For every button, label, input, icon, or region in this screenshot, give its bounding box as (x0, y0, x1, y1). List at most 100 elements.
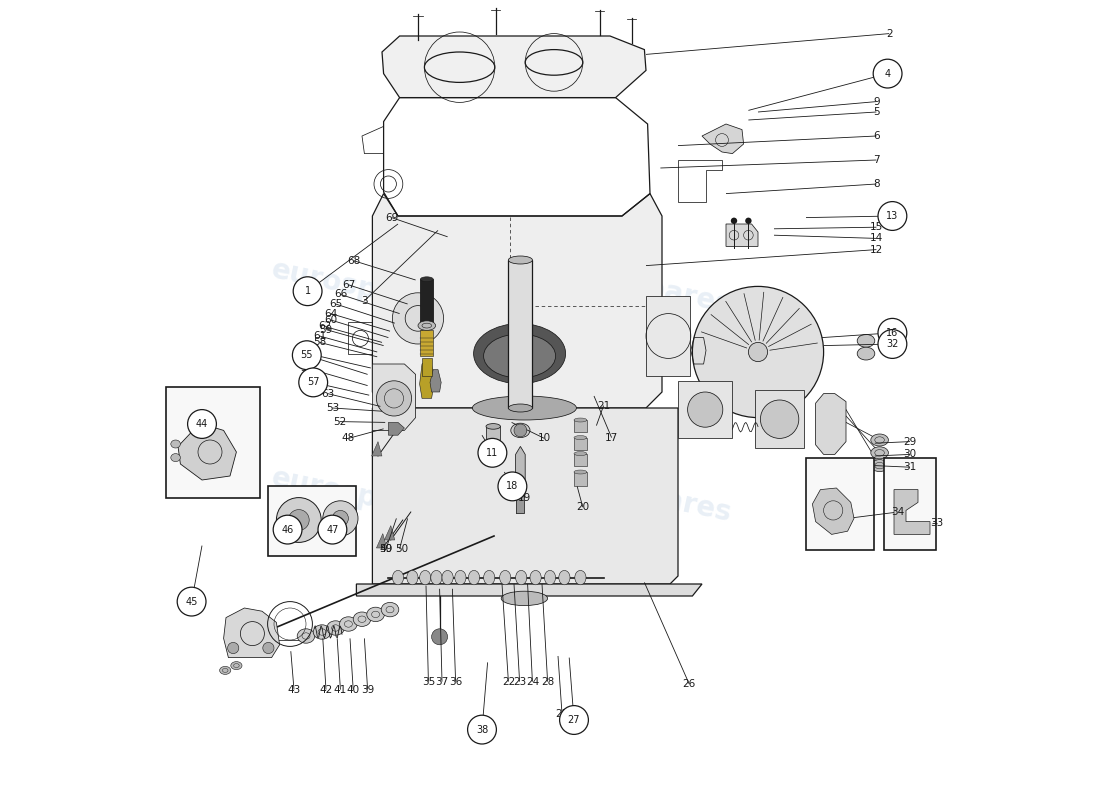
Text: 28: 28 (541, 677, 554, 686)
Circle shape (376, 381, 411, 416)
Circle shape (263, 642, 274, 654)
Ellipse shape (474, 323, 565, 383)
Text: 39: 39 (361, 685, 374, 694)
Ellipse shape (469, 570, 480, 585)
Circle shape (878, 318, 906, 347)
Ellipse shape (499, 570, 510, 585)
Text: 3: 3 (361, 296, 367, 306)
Polygon shape (726, 224, 758, 246)
Text: 4: 4 (884, 69, 891, 78)
Text: 44: 44 (196, 419, 208, 429)
Text: 50: 50 (395, 544, 408, 554)
Circle shape (288, 510, 309, 530)
Ellipse shape (454, 570, 466, 585)
Text: eurospares: eurospares (270, 464, 447, 528)
Bar (806, 458, 874, 550)
Text: 16: 16 (887, 328, 899, 338)
Text: 49: 49 (379, 544, 393, 554)
Ellipse shape (442, 570, 453, 585)
Text: 43: 43 (287, 685, 300, 694)
Text: 57: 57 (307, 378, 319, 387)
Ellipse shape (340, 617, 358, 631)
Polygon shape (372, 442, 382, 456)
Circle shape (878, 202, 906, 230)
Polygon shape (516, 480, 525, 514)
Ellipse shape (419, 570, 431, 585)
Polygon shape (373, 194, 662, 408)
Text: 29: 29 (903, 437, 916, 446)
Bar (420, 330, 433, 356)
Text: 50: 50 (379, 544, 393, 554)
Text: 42: 42 (319, 685, 332, 694)
Circle shape (514, 424, 527, 437)
Text: 55: 55 (300, 350, 313, 360)
Circle shape (318, 515, 346, 544)
Ellipse shape (871, 446, 889, 459)
Circle shape (273, 515, 303, 544)
Circle shape (276, 498, 321, 542)
Text: 18: 18 (506, 482, 518, 491)
Ellipse shape (510, 423, 530, 438)
Text: eurospares: eurospares (557, 256, 735, 320)
Text: 22: 22 (502, 677, 515, 686)
Text: 31: 31 (903, 462, 916, 472)
Bar (349, 322, 373, 354)
Ellipse shape (314, 625, 331, 639)
Ellipse shape (857, 334, 874, 347)
Circle shape (322, 501, 358, 536)
Ellipse shape (297, 629, 315, 643)
Bar (574, 420, 586, 432)
Text: 34: 34 (891, 507, 904, 517)
Circle shape (498, 472, 527, 501)
Polygon shape (430, 370, 441, 392)
Ellipse shape (530, 570, 541, 585)
Text: 24: 24 (526, 677, 539, 686)
Text: 12: 12 (870, 245, 883, 254)
Text: 17: 17 (605, 433, 618, 442)
Text: 27: 27 (568, 715, 581, 725)
Ellipse shape (574, 470, 586, 474)
Ellipse shape (574, 451, 586, 456)
Polygon shape (388, 422, 405, 435)
Text: 52: 52 (333, 417, 346, 426)
Ellipse shape (220, 666, 231, 674)
Ellipse shape (382, 602, 399, 617)
Text: 68: 68 (348, 256, 361, 266)
Polygon shape (815, 394, 846, 454)
Polygon shape (419, 360, 435, 398)
Text: 19: 19 (518, 493, 531, 502)
Polygon shape (356, 584, 702, 596)
Text: 26: 26 (683, 679, 696, 689)
Circle shape (393, 293, 443, 344)
Circle shape (730, 218, 737, 224)
Text: 48: 48 (342, 434, 355, 443)
Text: 46: 46 (282, 525, 294, 534)
Circle shape (294, 277, 322, 306)
Polygon shape (516, 446, 525, 486)
Text: 33: 33 (931, 518, 944, 528)
Polygon shape (382, 36, 646, 98)
Text: 53: 53 (326, 403, 339, 413)
Circle shape (560, 706, 588, 734)
Circle shape (431, 629, 448, 645)
Ellipse shape (575, 570, 586, 585)
Text: 5: 5 (873, 107, 880, 117)
Text: 63: 63 (321, 389, 334, 398)
Text: 30: 30 (903, 450, 916, 459)
Circle shape (299, 368, 328, 397)
Ellipse shape (393, 570, 404, 585)
Text: 13: 13 (887, 211, 899, 221)
Bar (268, 486, 356, 556)
Circle shape (878, 330, 906, 358)
Text: 62: 62 (318, 322, 331, 331)
Polygon shape (373, 408, 678, 584)
Circle shape (468, 715, 496, 744)
Ellipse shape (502, 591, 548, 606)
Ellipse shape (516, 570, 527, 585)
Ellipse shape (486, 423, 500, 429)
Ellipse shape (231, 662, 242, 670)
Text: 2: 2 (886, 29, 892, 38)
Ellipse shape (857, 347, 874, 360)
Ellipse shape (871, 459, 889, 472)
Text: 38: 38 (476, 725, 488, 734)
